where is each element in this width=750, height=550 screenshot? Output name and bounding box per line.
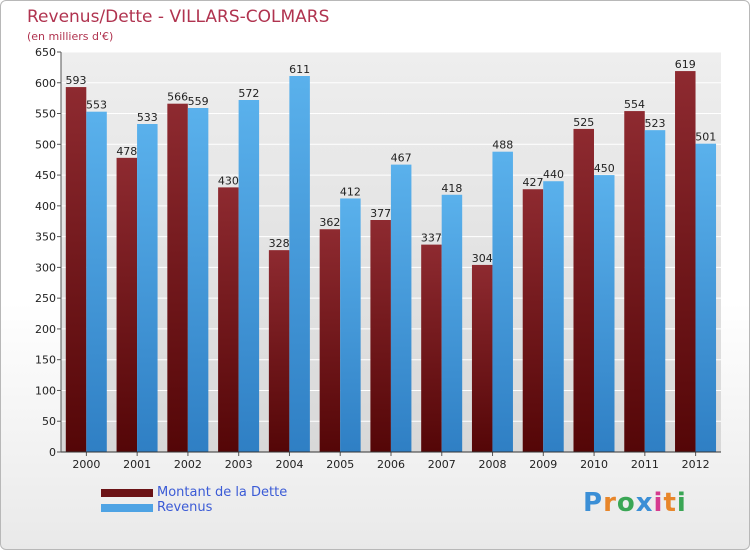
data-label-revenue-2003: 572 [238, 87, 259, 100]
legend-swatch-revenue [101, 504, 153, 512]
bar-debt-2002 [167, 103, 188, 452]
chart-subtitle: (en milliers d'€) [27, 30, 114, 43]
y-tick-label: 500 [35, 138, 56, 151]
bar-revenue-2004 [289, 76, 310, 452]
data-label-revenue-2009: 440 [543, 168, 564, 181]
bar-revenue-2006 [390, 164, 412, 452]
x-tick-label: 2000 [72, 458, 100, 471]
bar-debt-2008 [471, 264, 493, 452]
x-tick-label: 2002 [174, 458, 202, 471]
data-label-debt-2000: 593 [66, 74, 87, 87]
bar-revenue-2005 [340, 198, 361, 452]
bar-debt-2004 [268, 250, 290, 452]
data-label-debt-2002: 566 [167, 91, 188, 104]
bar-debt-2011 [624, 111, 645, 453]
data-label-revenue-2011: 523 [645, 117, 666, 130]
bar-revenue-2010 [593, 175, 615, 453]
x-tick-label: 2004 [275, 458, 303, 471]
data-label-debt-2012: 619 [675, 58, 696, 71]
y-tick-label: 100 [35, 384, 56, 397]
data-label-debt-2001: 478 [116, 145, 137, 158]
bar-debt-2010 [573, 128, 594, 452]
bar-debt-2012 [675, 71, 696, 453]
x-tick-label: 2005 [326, 458, 354, 471]
data-label-debt-2011: 554 [624, 98, 645, 111]
data-label-debt-2003: 430 [218, 174, 239, 187]
data-label-revenue-2006: 467 [391, 152, 412, 165]
data-label-revenue-2005: 412 [340, 185, 361, 198]
x-axis-ticks: 2000 2001 2002 2003 2004 2005 2006 2007 2008 2009… [72, 452, 710, 471]
legend-swatch-debt [101, 489, 153, 497]
x-tick-label: 2010 [580, 458, 608, 471]
bar-debt-2003 [218, 187, 239, 452]
bar-revenue-2001 [137, 124, 158, 452]
data-label-debt-2006: 377 [370, 207, 391, 220]
y-tick-label: 600 [35, 77, 56, 90]
data-labels: 593 553 478 533 566 559 430 572 328 611 362 412 377 4… [66, 58, 717, 265]
data-label-revenue-2000: 553 [86, 99, 107, 112]
proxiti-logo: Proxiti [583, 488, 687, 518]
x-tick-label: 2007 [428, 458, 456, 471]
y-tick-label: 450 [35, 169, 56, 182]
x-tick-label: 2001 [123, 458, 151, 471]
chart-title: Revenus/Dette - VILLARS-COLMARS [27, 7, 330, 27]
bar-revenue-2009 [543, 181, 564, 452]
y-tick-label: 350 [35, 231, 56, 244]
bar-revenue-2003 [238, 100, 260, 452]
x-tick-label: 2008 [479, 458, 507, 471]
bar-revenue-2002 [187, 108, 209, 452]
bar-debt-2000 [65, 87, 87, 453]
y-tick-label: 650 [35, 46, 56, 59]
data-label-revenue-2008: 488 [492, 139, 513, 152]
bar-revenue-2011 [644, 130, 666, 452]
y-tick-label: 300 [35, 261, 56, 274]
x-tick-label: 2011 [631, 458, 659, 471]
data-label-revenue-2001: 533 [137, 111, 158, 124]
y-tick-label: 200 [35, 323, 56, 336]
y-axis-ticks: 0 50 100 150 200 250 300 350 400 450 500 550 600 650 [35, 46, 61, 459]
data-label-debt-2009: 427 [522, 176, 543, 189]
bar-debt-2005 [319, 229, 341, 452]
bar-debt-2006 [370, 220, 391, 452]
legend-label-debt: Montant de la Dette [157, 485, 288, 500]
legend-label-revenue: Revenus [157, 500, 213, 515]
data-label-debt-2004: 328 [269, 237, 290, 250]
bar-revenue-2007 [441, 194, 463, 452]
bar-debt-2009 [522, 189, 544, 452]
bars [65, 71, 717, 453]
data-label-revenue-2010: 450 [594, 162, 615, 175]
y-tick-label: 250 [35, 292, 56, 305]
x-tick-label: 2012 [682, 458, 710, 471]
data-label-revenue-2004: 611 [289, 63, 310, 76]
data-label-debt-2007: 337 [421, 232, 442, 245]
data-label-debt-2010: 525 [573, 116, 594, 129]
y-tick-label: 400 [35, 200, 56, 213]
y-tick-label: 50 [42, 415, 56, 428]
x-tick-label: 2003 [225, 458, 253, 471]
data-label-revenue-2012: 501 [695, 131, 716, 144]
y-tick-label: 550 [35, 108, 56, 121]
y-tick-label: 150 [35, 354, 56, 367]
y-tick-label: 0 [49, 446, 56, 459]
data-label-debt-2005: 362 [319, 216, 340, 229]
x-tick-label: 2006 [377, 458, 405, 471]
x-tick-label: 2009 [529, 458, 557, 471]
bar-debt-2007 [421, 244, 442, 452]
data-label-debt-2008: 304 [472, 252, 493, 265]
bar-debt-2001 [116, 157, 138, 452]
data-label-revenue-2002: 559 [188, 95, 209, 108]
bar-revenue-2012 [695, 143, 717, 452]
data-label-revenue-2007: 418 [441, 182, 462, 195]
bar-revenue-2000 [86, 111, 107, 452]
bar-revenue-2008 [492, 151, 513, 452]
